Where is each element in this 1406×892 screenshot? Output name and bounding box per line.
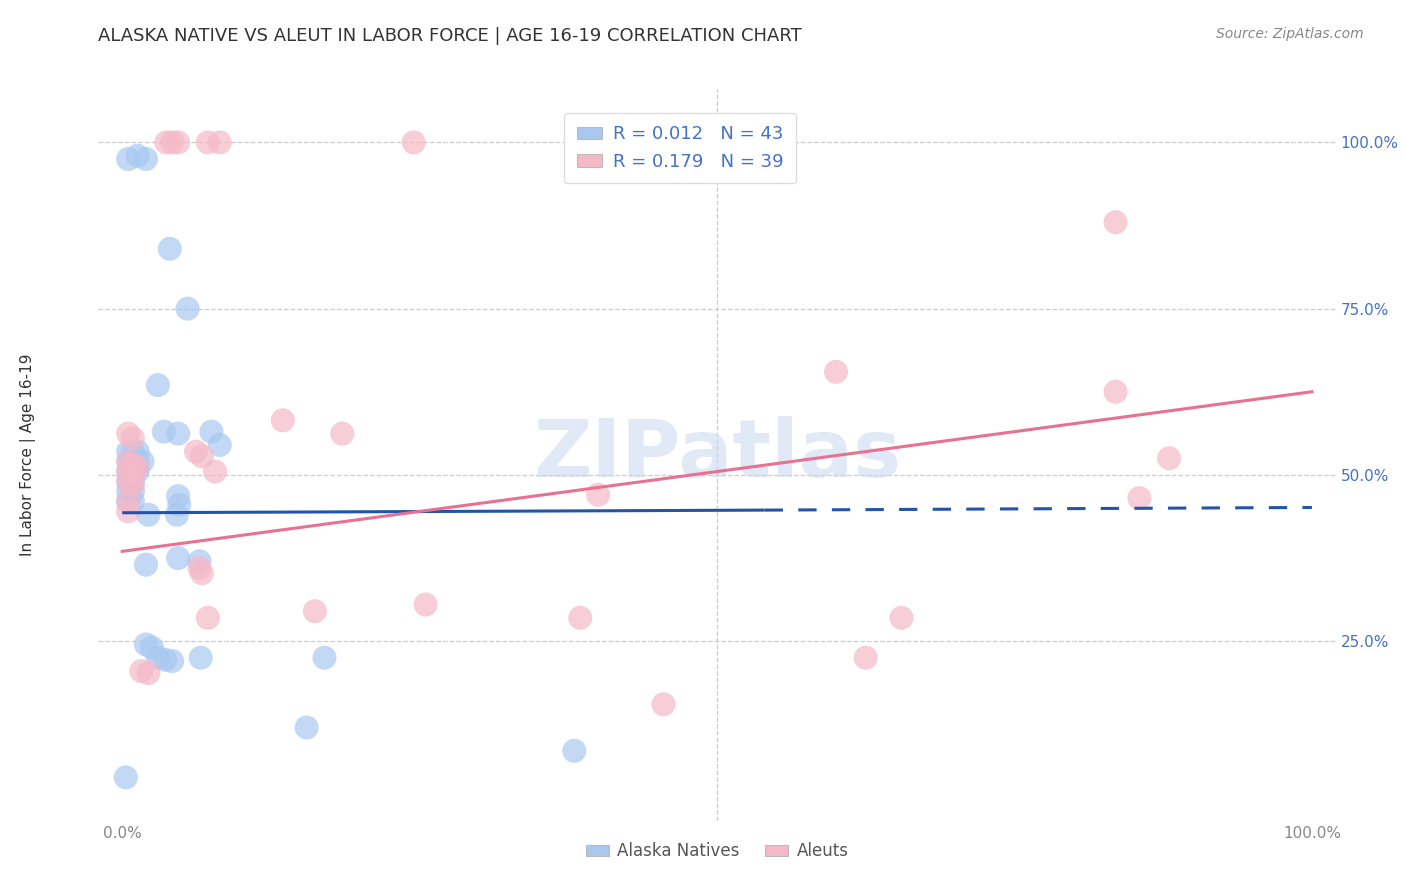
Point	[1104, 215, 1126, 229]
Point	[122, 484, 145, 499]
Point	[167, 489, 190, 503]
Point	[153, 653, 176, 667]
Point	[153, 425, 176, 439]
Point	[135, 558, 157, 572]
Point	[135, 152, 157, 166]
Point	[271, 413, 294, 427]
Point	[122, 478, 145, 492]
Point	[122, 458, 145, 472]
Point	[160, 654, 183, 668]
Point	[197, 611, 219, 625]
Point	[146, 378, 169, 392]
Point	[167, 136, 190, 150]
Point	[117, 454, 139, 468]
Point	[188, 554, 211, 568]
Point	[415, 598, 437, 612]
Point	[117, 504, 139, 518]
Point	[160, 136, 183, 150]
Point	[122, 467, 145, 482]
Point	[117, 454, 139, 468]
Point	[890, 611, 912, 625]
Point	[127, 459, 149, 474]
Point	[208, 438, 231, 452]
Point	[204, 465, 226, 479]
Point	[295, 721, 318, 735]
Text: Source: ZipAtlas.com: Source: ZipAtlas.com	[1216, 27, 1364, 41]
Point	[117, 426, 139, 441]
Point	[122, 444, 145, 458]
Point	[114, 771, 136, 785]
Point	[208, 136, 231, 150]
Point	[122, 475, 145, 489]
Point	[855, 650, 877, 665]
Point	[122, 465, 145, 479]
Point	[127, 465, 149, 479]
Point	[117, 484, 139, 499]
Point	[159, 242, 181, 256]
Point	[314, 650, 336, 665]
Point	[825, 365, 848, 379]
Point	[141, 640, 163, 655]
Y-axis label: In Labor Force | Age 16-19: In Labor Force | Age 16-19	[20, 353, 37, 557]
Point	[167, 551, 190, 566]
Point	[117, 444, 139, 458]
Point	[1128, 491, 1150, 505]
Point	[586, 488, 609, 502]
Point	[188, 561, 211, 575]
Text: ZIPatlas: ZIPatlas	[533, 416, 901, 494]
Point	[197, 136, 219, 150]
Point	[127, 454, 149, 468]
Point	[131, 454, 153, 468]
Point	[122, 454, 145, 468]
Point	[191, 566, 214, 581]
Point	[191, 449, 214, 463]
Point	[117, 475, 139, 489]
Legend: Alaska Natives, Aleuts: Alaska Natives, Aleuts	[579, 836, 855, 867]
Point	[569, 611, 592, 625]
Point	[1104, 384, 1126, 399]
Point	[176, 301, 198, 316]
Point	[138, 508, 160, 522]
Point	[122, 431, 145, 445]
Point	[169, 498, 191, 512]
Point	[330, 426, 353, 441]
Point	[138, 666, 160, 681]
Text: ALASKA NATIVE VS ALEUT IN LABOR FORCE | AGE 16-19 CORRELATION CHART: ALASKA NATIVE VS ALEUT IN LABOR FORCE | …	[98, 27, 803, 45]
Point	[402, 136, 425, 150]
Point	[190, 650, 212, 665]
Point	[184, 444, 207, 458]
Point	[117, 494, 139, 508]
Point	[127, 444, 149, 458]
Point	[135, 637, 157, 651]
Point	[117, 465, 139, 479]
Point	[117, 494, 139, 508]
Point	[166, 508, 188, 522]
Point	[155, 136, 177, 150]
Point	[117, 475, 139, 489]
Point	[122, 494, 145, 508]
Point	[117, 152, 139, 166]
Point	[127, 149, 149, 163]
Point	[304, 604, 326, 618]
Point	[562, 744, 585, 758]
Point	[129, 664, 152, 678]
Point	[1159, 451, 1181, 466]
Point	[652, 698, 675, 712]
Point	[167, 426, 190, 441]
Point	[200, 425, 222, 439]
Point	[146, 650, 169, 665]
Point	[117, 465, 139, 479]
